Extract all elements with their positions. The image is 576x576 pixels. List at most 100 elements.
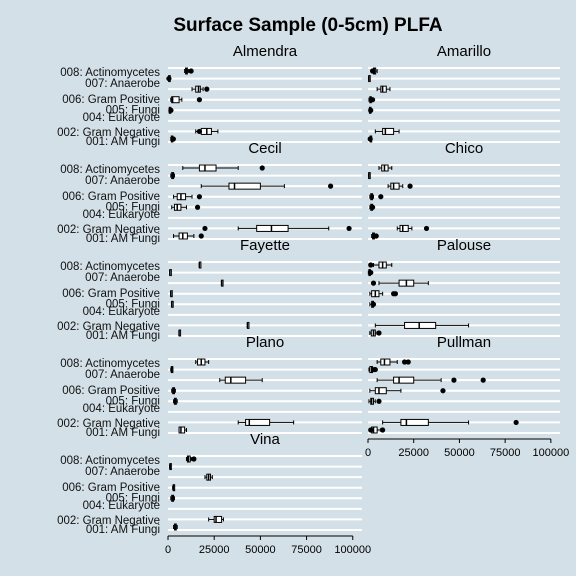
outlier-point	[327, 183, 334, 189]
outlier-point	[191, 456, 197, 462]
box-gram-negative	[382, 418, 519, 426]
y-tick-label: 001: AM Fungi	[86, 233, 160, 245]
box-fungi	[172, 484, 176, 492]
x-tick-label: 100000	[334, 544, 371, 556]
box-actinomycetes	[184, 67, 194, 75]
box-iqr	[382, 127, 395, 135]
box-am-fungi	[369, 329, 382, 337]
box-iqr	[400, 418, 429, 426]
y-tick-label: 005: Fungi	[106, 492, 160, 504]
box-am-fungi	[173, 523, 178, 531]
y-tick-label: 001: AM Fungi	[86, 524, 160, 536]
box-actinomycetes	[369, 67, 378, 75]
panel-palouse: Palouse	[367, 237, 560, 337]
outlier-point	[346, 225, 352, 232]
y-tick-label: 007: Anaerobe	[85, 272, 160, 284]
x-axis-right: 0 25000 50000 75000 100000	[365, 438, 569, 459]
y-tick-label: 007: Anaerobe	[85, 175, 160, 187]
y-tick-label: 007: Anaerobe	[85, 369, 160, 381]
outlier-point	[369, 97, 376, 103]
x-tick-label: 25000	[199, 544, 230, 556]
outlier-point	[405, 359, 411, 365]
y-tick-label: 002: Gram Negative	[57, 224, 160, 236]
box-actinomycetes	[182, 164, 265, 172]
x-tick-label: 50000	[245, 544, 276, 556]
box-fungi	[369, 193, 384, 201]
outlier-point	[259, 165, 265, 171]
box-actinomycetes	[376, 358, 411, 366]
box-am-fungi	[178, 329, 182, 337]
box-eukaryote	[171, 203, 201, 211]
box-fungi	[173, 193, 203, 201]
x-tick-label: 75000	[291, 544, 322, 556]
box-eukaryote	[170, 494, 175, 502]
x-tick-label: 100000	[532, 447, 569, 459]
y-tick-label: 001: AM Fungi	[86, 136, 160, 148]
y-tick-label: 006: Gram Positive	[62, 191, 160, 203]
outlier-point	[376, 398, 382, 404]
outlier-point	[370, 280, 377, 286]
box-anaerobe	[368, 172, 371, 180]
box-fungi	[171, 387, 176, 395]
panel-title: Fayette	[240, 237, 290, 254]
y-tick-label: 008: Actinomycetes	[60, 67, 160, 79]
box-am-fungi	[368, 426, 386, 434]
box-fungi	[369, 387, 446, 395]
y-tick-label: 002: Gram Negative	[57, 515, 160, 527]
box-gram-positive	[219, 376, 263, 384]
box-gram-positive	[191, 85, 210, 93]
outlier-point	[198, 233, 204, 239]
y-tick-label: 005: Fungi	[106, 298, 160, 310]
box-eukaryote	[173, 397, 178, 405]
y-tick-label: 004: Eukaryote	[83, 500, 160, 512]
box-iqr	[380, 358, 391, 366]
outlier-point	[196, 97, 203, 103]
outlier-point	[196, 194, 203, 200]
box-iqr	[245, 418, 271, 426]
outlier-point	[367, 136, 373, 142]
box-anaerobe	[170, 366, 174, 374]
box-gram-negative	[202, 224, 352, 232]
box-eukaryote	[368, 397, 382, 405]
y-tick-label: 007: Anaerobe	[85, 466, 160, 478]
box-am-fungi	[178, 426, 187, 434]
box-eukaryote	[168, 106, 174, 114]
box-iqr	[171, 96, 180, 104]
y-tick-label: 006: Gram Positive	[62, 385, 160, 397]
box-iqr	[228, 182, 261, 190]
box-am-fungi	[170, 135, 176, 143]
outlier-point	[368, 269, 374, 276]
box-gram-positive	[370, 279, 429, 287]
box-iqr	[399, 224, 409, 232]
box-anaerobe	[367, 269, 374, 277]
box-anaerobe	[170, 172, 175, 180]
box-eukaryote	[369, 203, 376, 211]
y-tick-label: 005: Fungi	[106, 395, 160, 407]
box-anaerobe	[169, 269, 172, 277]
box-am-fungi	[371, 232, 379, 240]
y-tick-label: 004: Eukaryote	[83, 306, 160, 318]
outlier-point	[376, 330, 382, 336]
box-iqr	[256, 224, 289, 232]
box-gram-negative	[237, 418, 295, 426]
box-fungi	[170, 96, 203, 104]
chart-title: Surface Sample (0-5cm) PLFA	[173, 15, 443, 36]
panel-chico: Chico	[368, 140, 560, 240]
outlier-point	[166, 75, 172, 82]
box-iqr	[178, 426, 186, 434]
box-actinomycetes	[185, 455, 197, 463]
y-tick-label: 005: Fungi	[106, 104, 160, 116]
outlier-point	[168, 107, 174, 113]
x-axis-left: 0 25000 50000 75000 100000	[165, 535, 371, 556]
box-gram-positive	[200, 182, 334, 190]
box-gram-positive	[376, 376, 486, 384]
box-gram-negative	[246, 321, 250, 329]
box-anaerobe	[368, 75, 371, 83]
box-iqr	[224, 376, 247, 384]
x-tick-label: 75000	[490, 447, 521, 459]
box-actinomycetes	[195, 358, 210, 366]
